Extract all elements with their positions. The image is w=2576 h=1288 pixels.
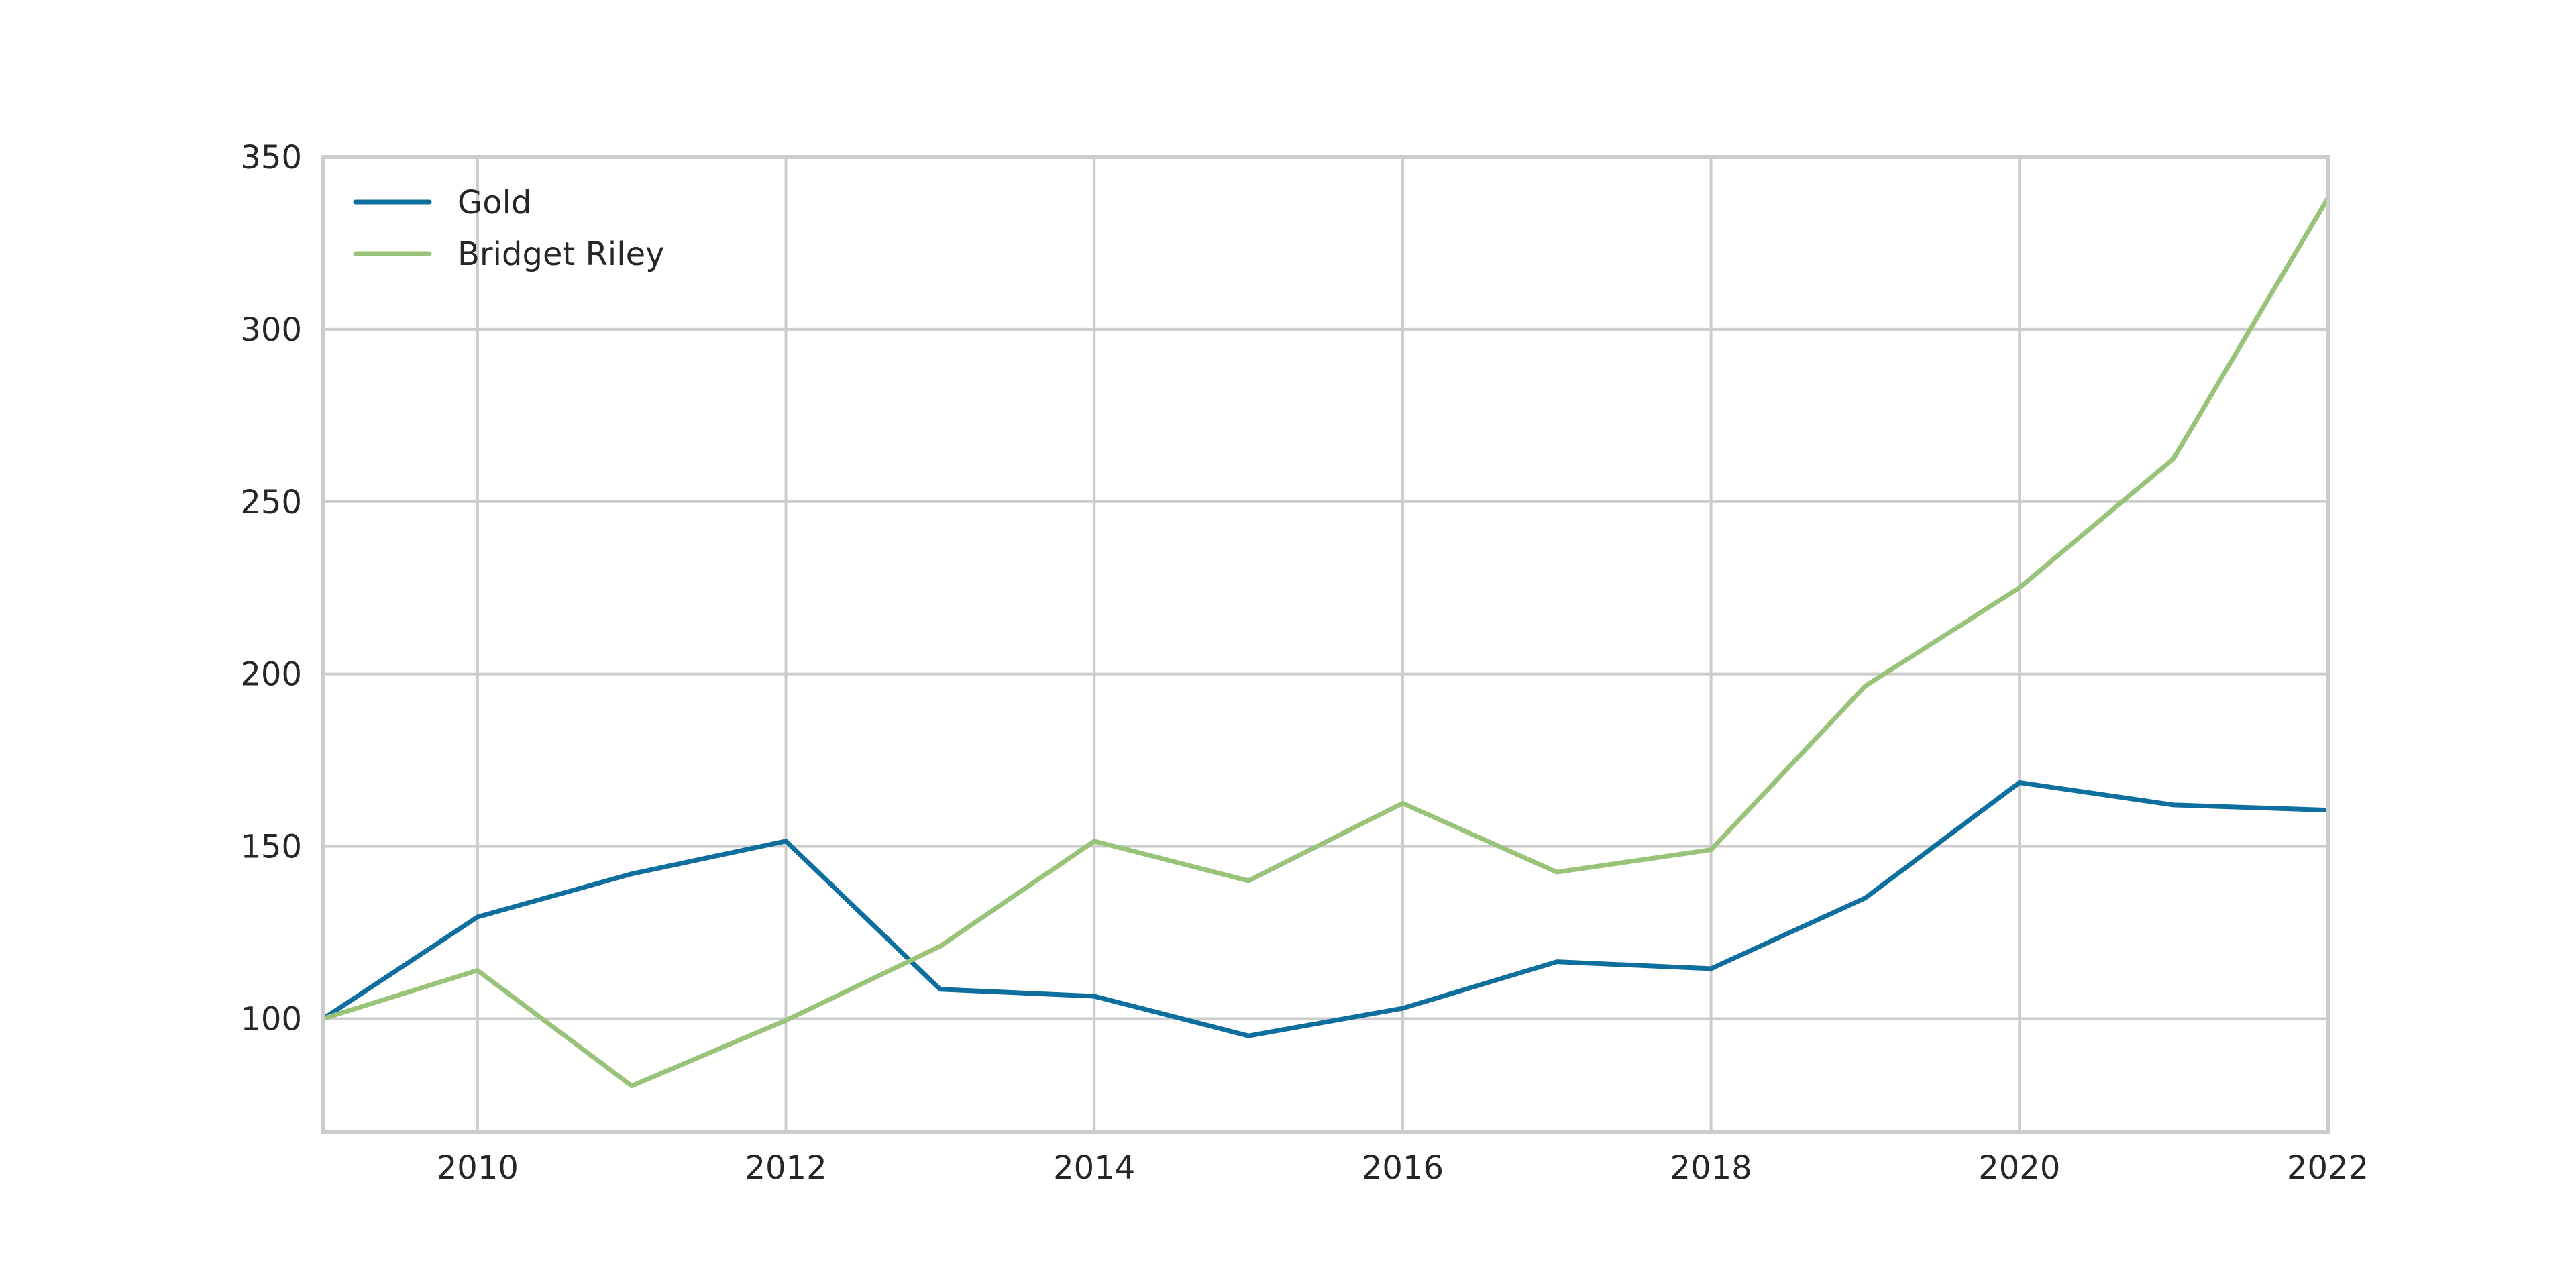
y-axis-ticks: 100 150 200 250 300 350 <box>240 139 302 1038</box>
x-tick-label: 2012 <box>745 1149 826 1187</box>
x-tick-label: 2022 <box>2287 1149 2369 1187</box>
y-tick-label: 200 <box>240 656 302 694</box>
plot-frame <box>321 155 2330 1134</box>
series-line-bridget-riley <box>321 196 2330 1089</box>
x-tick-label: 2010 <box>437 1149 519 1187</box>
legend-item-bridget-riley: Bridget Riley <box>353 235 665 273</box>
y-tick-label: 150 <box>240 828 302 866</box>
x-tick-label: 2016 <box>1362 1149 1444 1187</box>
legend: Gold Bridget Riley <box>353 184 665 273</box>
y-tick-label: 100 <box>240 1000 302 1038</box>
legend-label: Gold <box>458 184 531 221</box>
legend-label: Bridget Riley <box>458 235 665 273</box>
series-line-gold <box>321 780 2330 1038</box>
legend-item-gold: Gold <box>353 184 531 221</box>
y-tick-label: 300 <box>240 311 302 349</box>
x-axis-ticks: 2010 2012 2014 2016 2018 2020 2022 <box>437 1149 2369 1187</box>
x-tick-label: 2020 <box>1978 1149 2060 1187</box>
y-tick-label: 350 <box>240 139 302 176</box>
series-layer <box>321 196 2330 1089</box>
x-tick-label: 2018 <box>1670 1149 1752 1187</box>
x-tick-label: 2014 <box>1053 1149 1135 1187</box>
y-tick-label: 250 <box>240 484 302 521</box>
